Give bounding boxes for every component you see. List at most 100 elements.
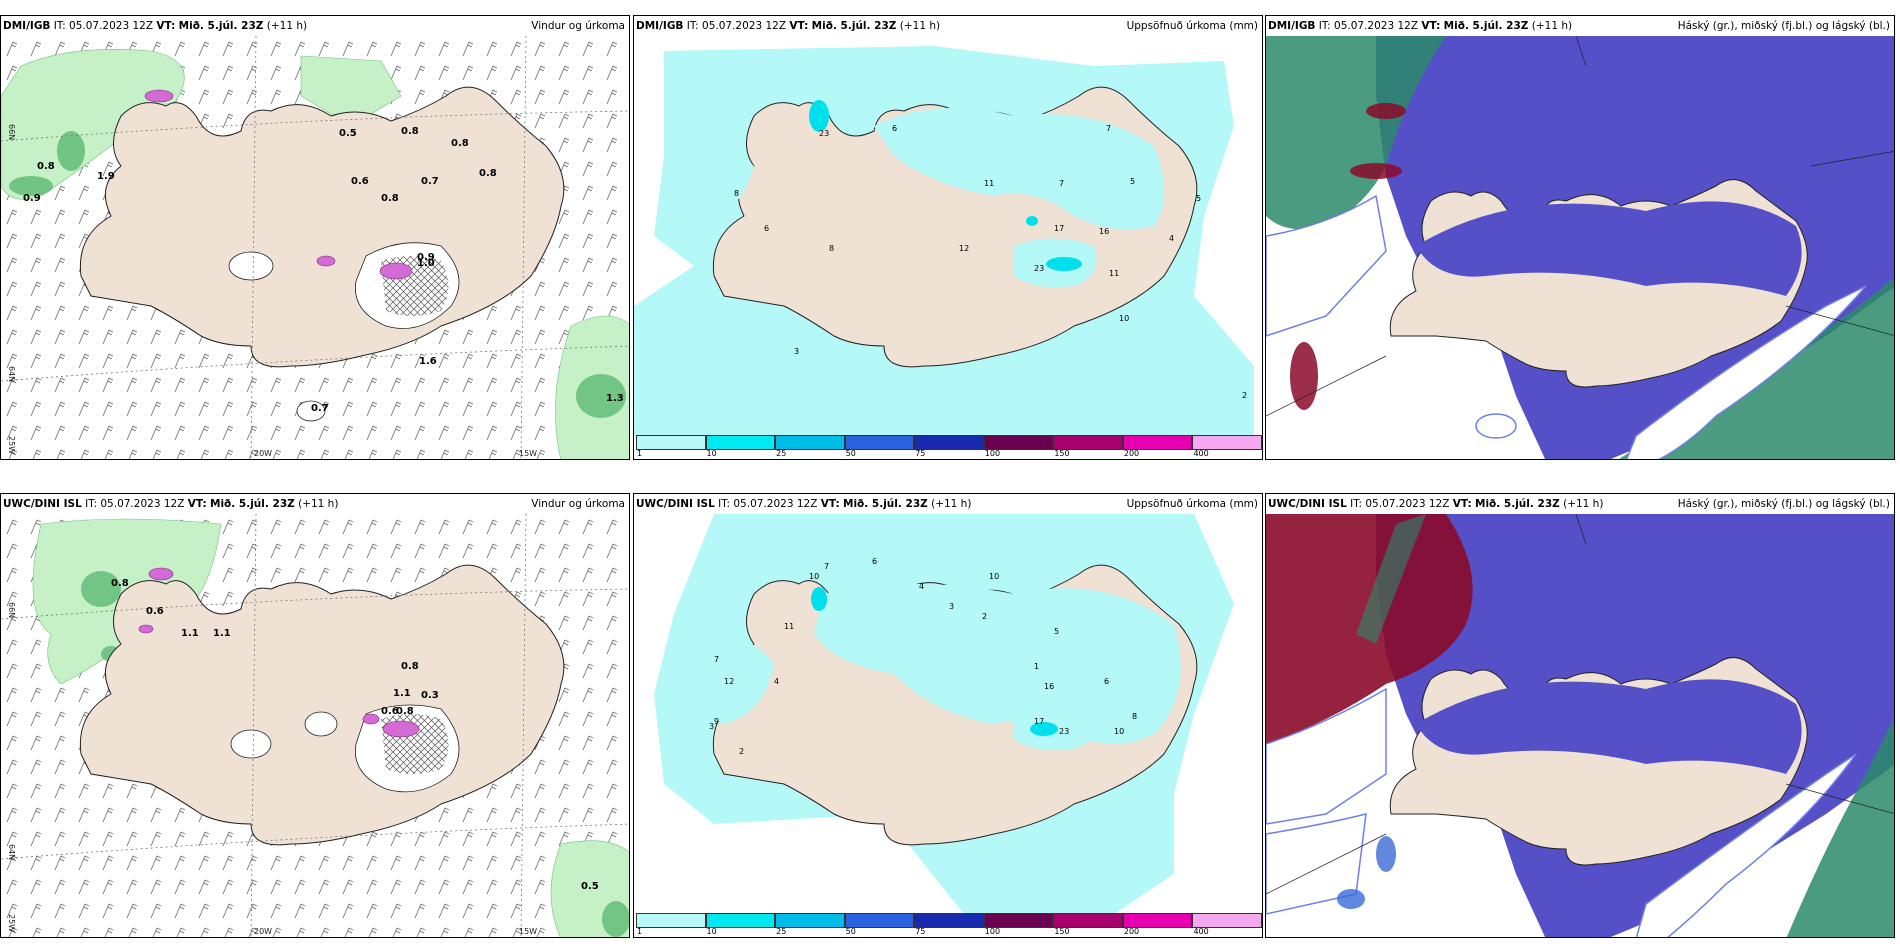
accum-label: 4 (1169, 234, 1174, 243)
map-svg (1266, 514, 1894, 937)
cloud-low-over-land (1416, 679, 1802, 774)
accum-label: 10 (1119, 314, 1129, 323)
map-svg: 0.8 0.6 1.1 1.1 0.8 1.1 0.3 0.6 0.8 0.5 … (1, 514, 629, 937)
colorbar-label: 100 (984, 449, 1001, 458)
it-label: IT: (1318, 20, 1331, 32)
model-name: UWC/DINI ISL (636, 498, 715, 510)
accum-label: 3 (709, 722, 714, 731)
accum-label: 8 (734, 189, 739, 198)
precip-label: 0.8 (37, 161, 55, 172)
vt-value: Mið. 5.júl. 23Z (811, 20, 897, 32)
panel-dmi-precip: DMI/IGB IT: 05.07.2023 12Z VT: Mið. 5.jú… (633, 15, 1263, 460)
accum-label: 17 (1054, 224, 1064, 233)
accum-label: 1 (1034, 662, 1039, 671)
lon-label-20w: 20W (254, 449, 272, 458)
graticule-labels: 20W 15W 66N 64N 25W (7, 602, 537, 936)
panel-title: Háský (gr.), miðský (fj.bl.) og lágský (… (1677, 20, 1890, 32)
precip-label: 0.5 (581, 881, 599, 892)
precip-light-over-land (691, 108, 1164, 288)
map-area: 0.8 0.6 1.1 1.1 0.8 1.1 0.3 0.6 0.8 0.5 … (1, 514, 629, 937)
accum-label: 2 (739, 747, 744, 756)
precip-mid-cyan (809, 100, 1082, 271)
accum-label: 7 (1106, 124, 1111, 133)
colorbar-swatch (1192, 435, 1262, 450)
boundary-lines (1266, 36, 1894, 417)
precip-label: 0.6 (351, 176, 369, 187)
it-label: IT: (85, 498, 98, 510)
colorbar-label: 10 (706, 927, 717, 936)
it-value: 05.07.2023 12Z (69, 20, 154, 32)
it-label: IT: (1350, 498, 1363, 510)
precip-label: 0.8 (451, 138, 469, 149)
it-value: 05.07.2023 12Z (733, 498, 818, 510)
lead-time: (+11 h) (931, 498, 972, 510)
colorbar-swatch (1122, 913, 1193, 928)
panel-dmi-cloud: DMI/IGB IT: 05.07.2023 12Z VT: Mið. 5.jú… (1265, 15, 1895, 460)
clear-sky-white (1266, 194, 1867, 459)
colorbar-label: 25 (776, 927, 787, 936)
lead-time: (+11 h) (1531, 20, 1573, 32)
graticule-labels: 20W 15W 66N 64N 25W (7, 124, 537, 458)
precip-label: 0.8 (111, 578, 129, 589)
colorbar-label: 400 (1193, 449, 1209, 458)
map-area: 10 7 6 4 3 2 1 10 11 12 7 2 3 4 5 16 17 … (634, 514, 1262, 937)
accum-label: 7 (714, 655, 719, 664)
precip-label: 0.7 (311, 403, 329, 414)
lon-label-25w: 25W (7, 914, 16, 932)
accum-label: 8 (829, 244, 834, 253)
map-area: 0.5 0.8 0.8 0.8 0.6 0.7 0.8 0.9 0.8 1.9 … (1, 36, 629, 459)
colorbar-label: 200 (1123, 927, 1140, 936)
panel-header: DMI/IGB IT: 05.07.2023 12Z VT: Mið. 5.jú… (634, 16, 1262, 36)
accum-label: 7 (1059, 179, 1064, 188)
cloud-high-green-se (1786, 718, 1894, 937)
model-name: DMI/IGB (1268, 20, 1316, 32)
colorbar-swatch (983, 435, 1054, 450)
accum-label: 8 (1132, 712, 1137, 721)
accum-label: 7 (824, 562, 829, 571)
precip-label: 1.1 (393, 688, 411, 699)
accum-label: 3 (949, 602, 954, 611)
accum-label: 16 (1044, 682, 1054, 691)
accum-label: 6 (872, 557, 877, 566)
precip-label: 1.1 (213, 628, 231, 639)
precip-label: 0.3 (421, 690, 439, 701)
vt-value: Mið. 5.júl. 23Z (843, 498, 928, 510)
it-label: IT: (686, 20, 699, 32)
cloud-low-over-land (1416, 201, 1802, 296)
precip-label: 1.3 (606, 393, 624, 404)
accum-label: 23 (1059, 727, 1069, 736)
colorbar-swatch (1192, 913, 1262, 928)
lead-time: (+11 h) (1563, 498, 1604, 510)
accum-label: 12 (959, 244, 969, 253)
it-value: 05.07.2023 12Z (1365, 498, 1450, 510)
precip-label: 0.8 (401, 661, 419, 672)
panel-title: Vindur og úrkoma (531, 20, 625, 32)
precip-label: 0.9 (417, 252, 435, 263)
colorbar-label: 50 (845, 449, 856, 458)
panel-title: Uppsöfnuð úrkoma (mm) (1126, 498, 1258, 510)
lat-label-64n: 64N (7, 366, 16, 382)
lon-label-15w: 15W (519, 927, 537, 936)
accum-label: 10 (989, 572, 999, 581)
lat-label-64n: 64N (7, 844, 16, 860)
precip-label: 0.8 (396, 706, 414, 717)
accum-label: 11 (784, 622, 794, 631)
panel-header: DMI/IGB IT: 05.07.2023 12Z VT: Mið. 5.jú… (1, 16, 629, 36)
accum-label: 23 (1034, 264, 1044, 273)
colorbar: 1 10 25 50 75 100 150 200 400 (636, 913, 1262, 936)
colorbar-label: 100 (984, 927, 1001, 936)
map-svg: 10 7 6 4 3 2 1 10 11 12 7 2 3 4 5 16 17 … (654, 514, 1234, 914)
accum-label: 10 (1114, 727, 1124, 736)
accum-label: 17 (1034, 717, 1044, 726)
accum-label: 9 (714, 717, 719, 726)
graticule (1, 36, 629, 459)
colorbar-swatch (844, 435, 915, 450)
accum-label: 3 (794, 347, 799, 356)
panel-dmi-wind: DMI/IGB IT: 05.07.2023 12Z VT: Mið. 5.jú… (0, 15, 630, 460)
precip-value-labels: 0.5 0.8 0.8 0.8 0.6 0.7 0.8 0.9 0.8 1.9 … (23, 126, 624, 414)
panel-title: Uppsöfnuð úrkoma (mm) (1126, 20, 1258, 32)
accum-label: 10 (809, 572, 819, 581)
it-value: 05.07.2023 12Z (1334, 20, 1419, 32)
accum-label: 5 (1196, 194, 1201, 203)
lon-label-25w: 25W (7, 436, 16, 454)
